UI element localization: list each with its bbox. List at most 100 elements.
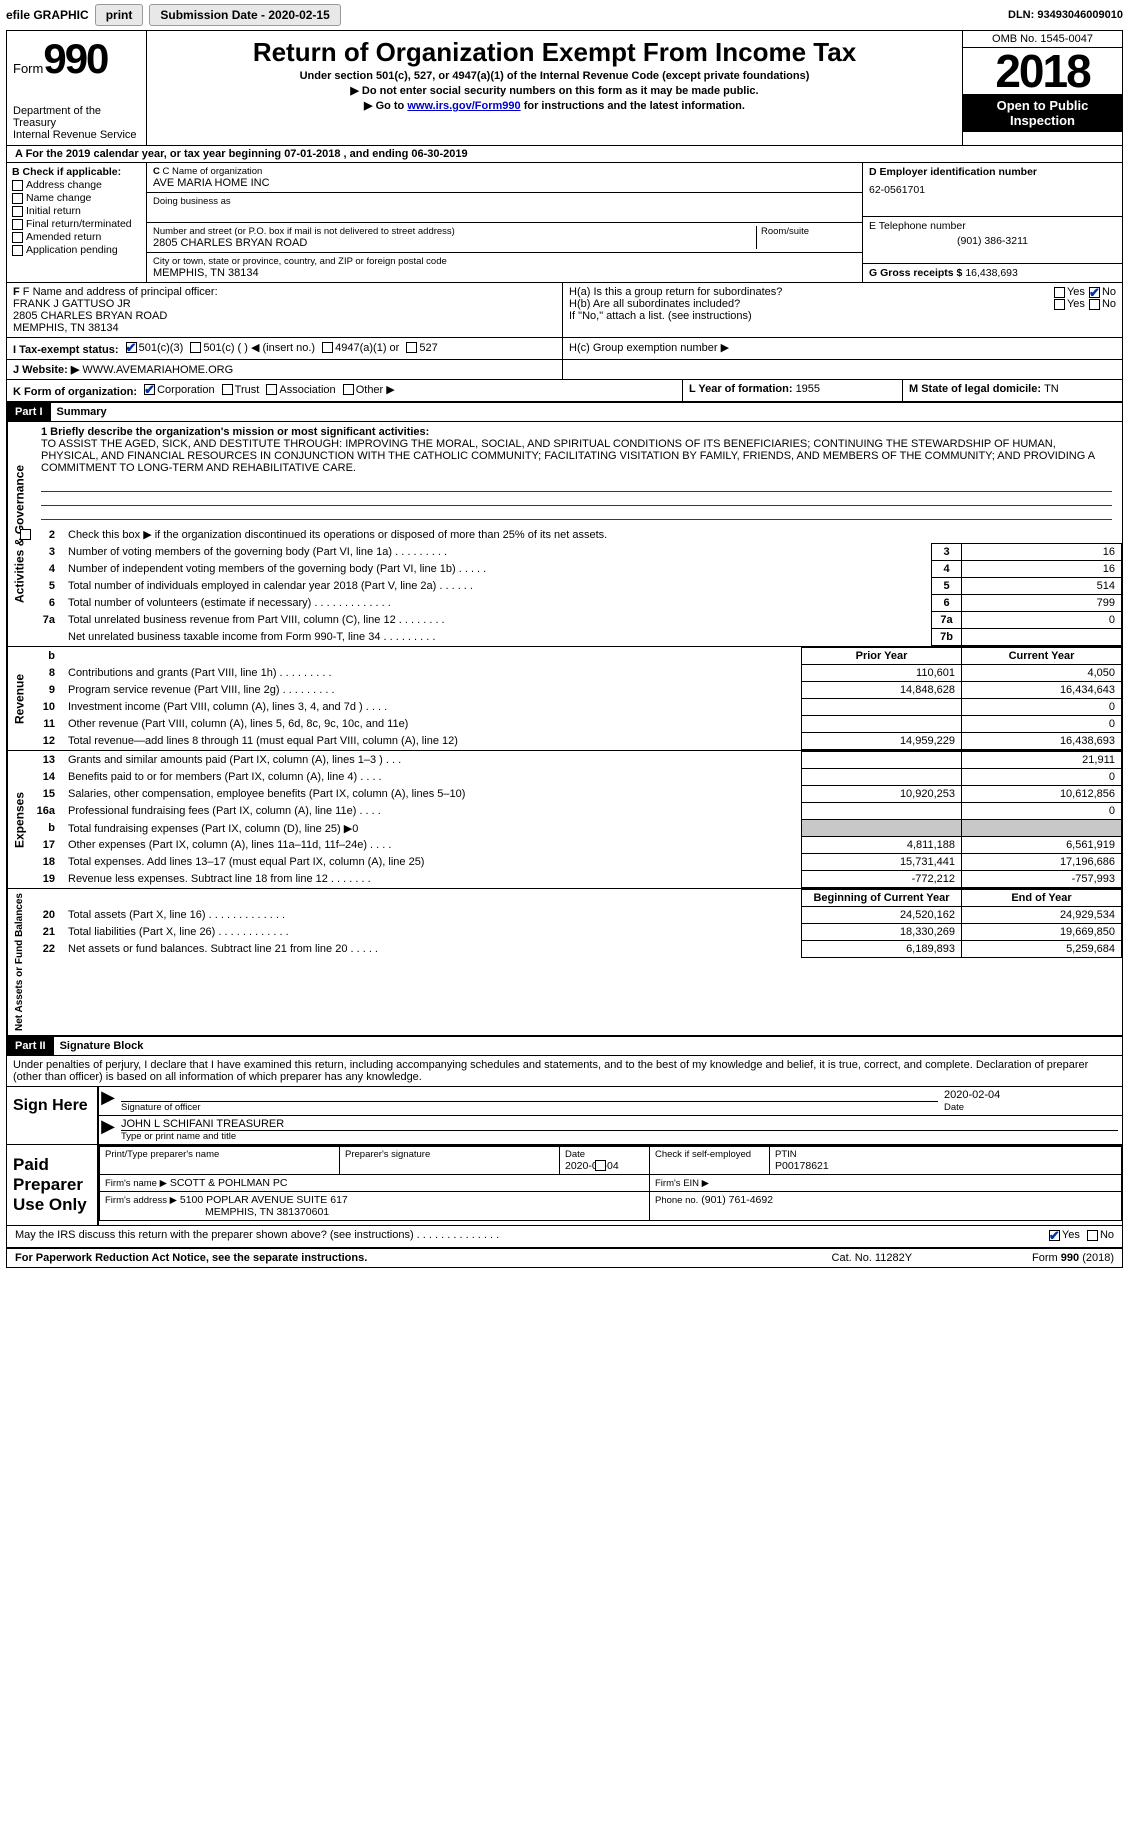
corp-checkbox[interactable] xyxy=(144,384,155,395)
na-21p: 18,330,269 xyxy=(802,924,962,941)
officer-name: FRANK J GATTUSO JR xyxy=(13,298,556,310)
prior-year-hdr: Prior Year xyxy=(802,648,962,665)
print-button[interactable]: print xyxy=(95,4,144,26)
line-16b: Total fundraising expenses (Part IX, col… xyxy=(63,820,802,837)
line-a-text: A For the 2019 calendar year, or tax yea… xyxy=(15,148,468,160)
revenue-section: Revenue bPrior YearCurrent Year 8Contrib… xyxy=(7,647,1122,751)
governance-table: 2Check this box ▶ if the organization di… xyxy=(31,526,1122,646)
assoc-checkbox[interactable] xyxy=(266,384,277,395)
name-title-label: Type or print name and title xyxy=(121,1131,1118,1142)
self-employed-checkbox[interactable] xyxy=(595,1160,606,1171)
address-change-checkbox[interactable] xyxy=(12,180,23,191)
firm-addr1: 5100 POPLAR AVENUE SUITE 617 xyxy=(180,1194,348,1206)
expenses-vlabel: Expenses xyxy=(7,751,31,888)
box-m: M State of legal domicile: TN xyxy=(902,380,1122,401)
501c3-checkbox[interactable] xyxy=(126,342,137,353)
initial-return-checkbox[interactable] xyxy=(12,206,23,217)
rev-11p xyxy=(802,716,962,733)
exp-16bp-shade xyxy=(802,820,962,837)
goto-pre: ▶ Go to xyxy=(364,100,407,112)
street-address: 2805 CHARLES BRYAN ROAD xyxy=(153,237,756,249)
527-label: 527 xyxy=(419,342,437,354)
exp-19c: -757,993 xyxy=(962,871,1122,888)
ein-value: 62-0561701 xyxy=(869,184,1116,196)
527-checkbox[interactable] xyxy=(406,342,417,353)
irs-label: Internal Revenue Service xyxy=(13,129,140,141)
discuss-no-checkbox[interactable] xyxy=(1087,1230,1098,1241)
assoc-label: Association xyxy=(279,384,335,396)
trust-checkbox[interactable] xyxy=(222,384,233,395)
exp-16ac: 0 xyxy=(962,803,1122,820)
prep-sig-label: Preparer's signature xyxy=(345,1149,554,1160)
discuss-yes-checkbox[interactable] xyxy=(1049,1230,1060,1241)
line-10: Investment income (Part VIII, column (A)… xyxy=(63,699,802,716)
irs-form990-link[interactable]: www.irs.gov/Form990 xyxy=(407,100,520,112)
line-17: Other expenses (Part IX, column (A), lin… xyxy=(63,837,802,854)
box-j: J Website: ▶ WWW.AVEMARIAHOME.ORG xyxy=(7,360,562,379)
amended-return-checkbox[interactable] xyxy=(12,232,23,243)
4947-checkbox[interactable] xyxy=(322,342,333,353)
rev-11c: 0 xyxy=(962,716,1122,733)
form-word: Form xyxy=(13,61,43,76)
open-public-inspection: Open to Public Inspection xyxy=(963,94,1122,132)
firm-name-label: Firm's name ▶ xyxy=(105,1178,167,1189)
hb-yes-checkbox[interactable] xyxy=(1054,299,1065,310)
line-12: Total revenue—add lines 8 through 11 (mu… xyxy=(63,733,802,750)
exp-13c: 21,911 xyxy=(962,752,1122,769)
ha-no-checkbox[interactable] xyxy=(1089,287,1100,298)
open-pub-2: Inspection xyxy=(965,113,1120,128)
na-22c: 5,259,684 xyxy=(962,941,1122,958)
firm-name: SCOTT & POHLMAN PC xyxy=(170,1177,288,1189)
firm-addr-label: Firm's address ▶ xyxy=(105,1195,177,1206)
mission-label: 1 Briefly describe the organization's mi… xyxy=(41,426,429,438)
final-return-checkbox[interactable] xyxy=(12,219,23,230)
application-pending-label: Application pending xyxy=(26,244,118,256)
dba-label: Doing business as xyxy=(153,196,856,207)
rule-line xyxy=(41,492,1112,506)
line2-checkbox[interactable] xyxy=(20,529,31,540)
corp-label: Corporation xyxy=(157,384,214,396)
firm-ein-label: Firm's EIN ▶ xyxy=(655,1178,709,1189)
tax-exempt-label: I Tax-exempt status: xyxy=(13,344,119,356)
hb-note: If "No," attach a list. (see instruction… xyxy=(569,310,1116,322)
street-label: Number and street (or P.O. box if mail i… xyxy=(153,226,756,237)
form-number: 990 xyxy=(43,35,107,82)
exp-14c: 0 xyxy=(962,769,1122,786)
part-2-title: Signature Block xyxy=(54,1040,144,1052)
expenses-table: 13Grants and similar amounts paid (Part … xyxy=(31,751,1122,888)
exp-15p: 10,920,253 xyxy=(802,786,962,803)
header-center: Return of Organization Exempt From Incom… xyxy=(147,31,962,145)
box-b: B Check if applicable: Address change Na… xyxy=(7,163,147,282)
goto-link-line: ▶ Go to www.irs.gov/Form990 for instruct… xyxy=(155,99,954,112)
line-21: Total liabilities (Part X, line 26) . . … xyxy=(63,924,802,941)
val-7a: 0 xyxy=(962,612,1122,629)
org-name-label: C Name of organization xyxy=(163,166,263,177)
rule-line xyxy=(41,506,1112,520)
ha-yes-checkbox[interactable] xyxy=(1054,287,1065,298)
501c3-label: 501(c)(3) xyxy=(139,342,184,354)
form-ref-pre: Form xyxy=(1032,1252,1061,1264)
na-21c: 19,669,850 xyxy=(962,924,1122,941)
part-1-header: Part I Summary xyxy=(7,402,1122,422)
application-pending-checkbox[interactable] xyxy=(12,245,23,256)
open-pub-1: Open to Public xyxy=(965,98,1120,113)
501c-checkbox[interactable] xyxy=(190,342,201,353)
discuss-row: May the IRS discuss this return with the… xyxy=(7,1226,1122,1248)
rev-10c: 0 xyxy=(962,699,1122,716)
box-k: K Form of organization: Corporation Trus… xyxy=(7,380,682,401)
exp-18p: 15,731,441 xyxy=(802,854,962,871)
name-change-checkbox[interactable] xyxy=(12,193,23,204)
hb-no-checkbox[interactable] xyxy=(1089,299,1100,310)
net-assets-vlabel: Net Assets or Fund Balances xyxy=(7,889,31,1035)
box-f: F F Name and address of principal office… xyxy=(7,283,562,337)
ha-label: H(a) Is this a group return for subordin… xyxy=(569,286,1050,298)
city-label: City or town, state or province, country… xyxy=(153,256,856,267)
line-3: Number of voting members of the governin… xyxy=(63,544,932,561)
discuss-yes-label: Yes xyxy=(1062,1229,1080,1241)
line-22: Net assets or fund balances. Subtract li… xyxy=(63,941,802,958)
submission-date-button[interactable]: Submission Date - 2020-02-15 xyxy=(149,4,340,26)
line-14: Benefits paid to or for members (Part IX… xyxy=(63,769,802,786)
line-11: Other revenue (Part VIII, column (A), li… xyxy=(63,716,802,733)
domicile-value: TN xyxy=(1044,383,1059,395)
other-checkbox[interactable] xyxy=(343,384,354,395)
